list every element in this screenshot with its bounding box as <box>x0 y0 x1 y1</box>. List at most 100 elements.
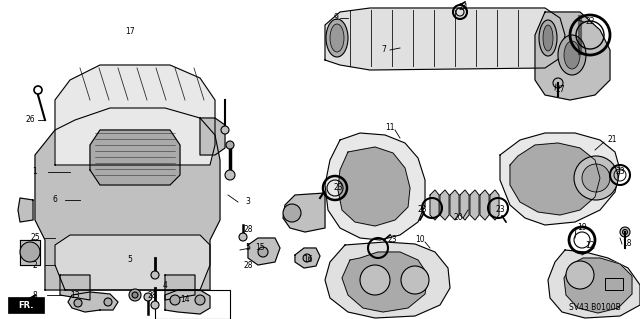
Text: 3: 3 <box>246 197 250 206</box>
Circle shape <box>620 227 630 237</box>
Text: 7: 7 <box>381 46 387 55</box>
Text: 12: 12 <box>585 241 595 250</box>
Polygon shape <box>338 147 410 226</box>
Text: 8: 8 <box>33 291 37 300</box>
Bar <box>605 278 623 290</box>
Text: 21: 21 <box>607 136 617 145</box>
Polygon shape <box>535 12 610 100</box>
Polygon shape <box>430 190 439 220</box>
Text: 11: 11 <box>385 123 395 132</box>
Text: 16: 16 <box>303 256 313 264</box>
Polygon shape <box>325 8 565 70</box>
Circle shape <box>151 271 159 279</box>
Circle shape <box>623 229 627 234</box>
Text: 19: 19 <box>577 224 587 233</box>
Polygon shape <box>165 290 210 314</box>
Circle shape <box>401 266 429 294</box>
Text: FR.: FR. <box>19 300 34 309</box>
Text: 24: 24 <box>458 4 468 12</box>
Circle shape <box>574 156 618 200</box>
Polygon shape <box>500 133 620 225</box>
Text: 22: 22 <box>585 18 595 26</box>
Polygon shape <box>18 198 33 222</box>
Circle shape <box>553 78 563 88</box>
Text: SV43 B0100B: SV43 B0100B <box>569 303 621 313</box>
Text: 18: 18 <box>622 240 632 249</box>
Circle shape <box>74 299 82 307</box>
Circle shape <box>144 293 152 301</box>
Circle shape <box>129 289 141 301</box>
Circle shape <box>239 233 247 241</box>
Polygon shape <box>295 248 320 268</box>
Circle shape <box>195 295 205 305</box>
Text: 9: 9 <box>333 13 339 23</box>
Text: 14: 14 <box>180 295 190 305</box>
Polygon shape <box>325 242 450 318</box>
Polygon shape <box>20 240 40 265</box>
Circle shape <box>20 242 40 262</box>
Polygon shape <box>165 275 195 300</box>
Text: 25: 25 <box>30 234 40 242</box>
Text: 20: 20 <box>453 213 463 222</box>
Circle shape <box>360 265 390 295</box>
Text: 15: 15 <box>255 243 265 253</box>
Polygon shape <box>248 238 280 265</box>
Circle shape <box>225 170 235 180</box>
Text: 6: 6 <box>52 196 58 204</box>
Circle shape <box>170 295 180 305</box>
Text: 23: 23 <box>333 183 343 192</box>
Polygon shape <box>55 235 210 290</box>
Ellipse shape <box>326 19 348 57</box>
Text: 13: 13 <box>70 291 80 300</box>
Circle shape <box>221 126 229 134</box>
Polygon shape <box>35 108 220 290</box>
Circle shape <box>582 164 610 192</box>
Text: 28: 28 <box>147 291 157 300</box>
Text: 10: 10 <box>415 235 425 244</box>
Bar <box>8 297 44 313</box>
Text: 23: 23 <box>615 167 625 176</box>
Text: 23: 23 <box>495 205 505 214</box>
Text: 28: 28 <box>243 226 253 234</box>
Text: 1: 1 <box>33 167 37 176</box>
Circle shape <box>566 261 594 289</box>
Polygon shape <box>90 130 180 185</box>
Polygon shape <box>510 143 600 215</box>
Text: 23: 23 <box>417 205 427 214</box>
Text: 5: 5 <box>246 243 250 253</box>
Ellipse shape <box>330 24 344 52</box>
Circle shape <box>132 292 138 298</box>
Polygon shape <box>440 190 449 220</box>
Polygon shape <box>283 193 325 232</box>
Polygon shape <box>55 65 215 165</box>
Polygon shape <box>60 275 90 300</box>
Circle shape <box>104 298 112 306</box>
Polygon shape <box>450 190 459 220</box>
Text: 4: 4 <box>163 280 168 290</box>
Text: 27: 27 <box>555 85 565 94</box>
Polygon shape <box>200 118 225 155</box>
Polygon shape <box>325 133 425 240</box>
Polygon shape <box>480 190 489 220</box>
Polygon shape <box>564 258 632 313</box>
Polygon shape <box>68 292 118 312</box>
Ellipse shape <box>564 41 580 69</box>
Text: 28: 28 <box>243 261 253 270</box>
Circle shape <box>226 141 234 149</box>
Polygon shape <box>460 190 469 220</box>
Circle shape <box>151 301 159 309</box>
Polygon shape <box>470 190 479 220</box>
Text: 5: 5 <box>127 256 132 264</box>
Text: 17: 17 <box>125 27 135 36</box>
Circle shape <box>258 247 268 257</box>
Text: 23: 23 <box>387 235 397 244</box>
Ellipse shape <box>539 20 557 56</box>
Text: 2: 2 <box>33 261 37 270</box>
Ellipse shape <box>543 25 553 51</box>
Polygon shape <box>548 250 640 318</box>
Text: 26: 26 <box>25 115 35 124</box>
Circle shape <box>283 204 301 222</box>
Polygon shape <box>342 252 428 312</box>
Polygon shape <box>490 190 499 220</box>
Ellipse shape <box>558 35 586 75</box>
